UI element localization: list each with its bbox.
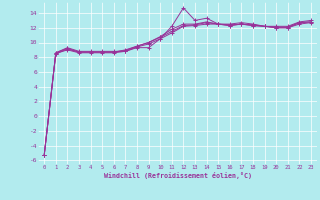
X-axis label: Windchill (Refroidissement éolien,°C): Windchill (Refroidissement éolien,°C) [104, 172, 252, 179]
